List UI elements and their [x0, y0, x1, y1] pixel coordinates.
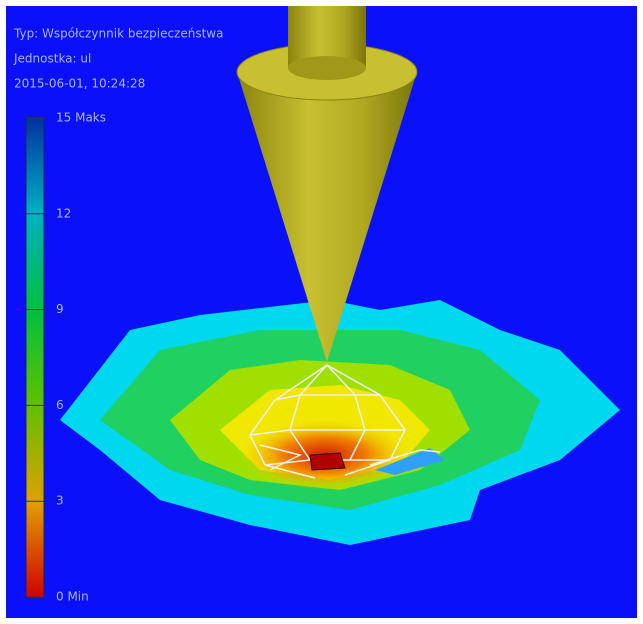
page: {"header": {"type_line": "Typ: Współczyn…: [0, 0, 643, 624]
type-line: Typ: Współczynnik bezpieczeństwa: [13, 27, 223, 41]
viewport: Typ: Współczynnik bezpieczeństwa Jednost…: [6, 6, 637, 618]
unit-line: Jednostka: ul: [13, 52, 91, 66]
date-line: 2015-06-01, 10:24:28: [14, 77, 145, 91]
legend-label: 12: [56, 206, 71, 220]
legend-label: 15 Maks: [56, 111, 106, 125]
legend-label: 3: [56, 494, 64, 508]
legend-label: 9: [56, 302, 64, 316]
legend-label: 0 Min: [56, 590, 89, 604]
legend-label: 6: [56, 398, 64, 412]
legend-bar: [26, 117, 44, 598]
shaft-base: [288, 56, 366, 80]
red-core: [310, 453, 345, 470]
